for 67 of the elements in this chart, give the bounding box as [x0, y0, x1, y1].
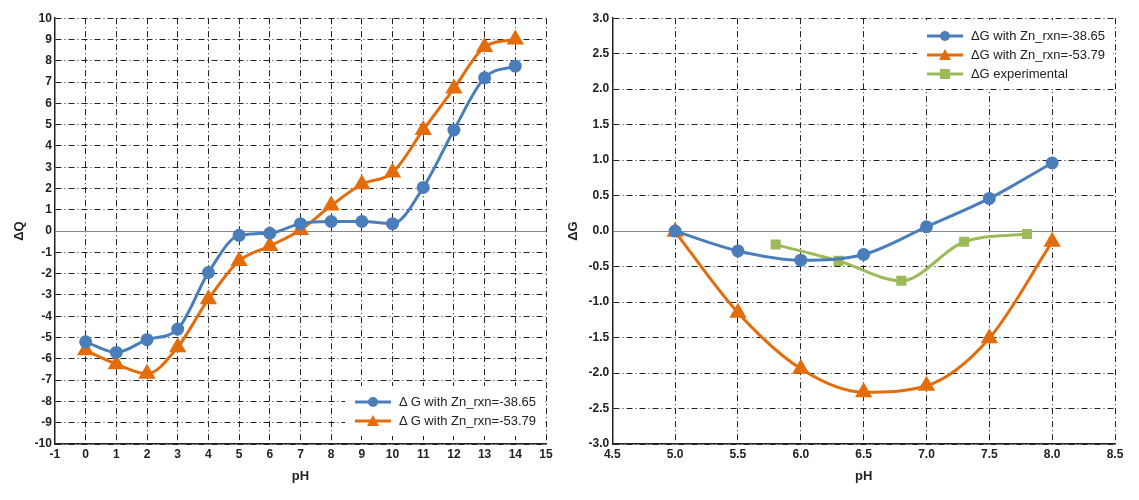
y-tick-label: -6 — [41, 351, 53, 366]
y-tick-label: 7 — [45, 74, 53, 89]
x-tick-label: 5.5 — [729, 446, 747, 461]
y-tick-label: -7 — [41, 372, 53, 387]
y-tick-label: -2.0 — [588, 365, 610, 380]
x-tick-label: 7.5 — [980, 446, 998, 461]
y-tick-label: 1.5 — [592, 116, 610, 131]
y-tick-label: 4 — [45, 138, 53, 153]
x-tick-label: 4.5 — [603, 446, 621, 461]
y-tick-label: 10 — [38, 10, 53, 25]
y-tick-label: -1.5 — [588, 329, 610, 344]
y-tick-label: -4 — [41, 308, 53, 323]
y-tick-label: -9 — [41, 415, 53, 430]
legend-label: Δ G with Zn_rxn=-38.65 — [399, 394, 536, 409]
x-tick-label: 6 — [266, 446, 274, 461]
y-tick-label: 0.5 — [592, 187, 610, 202]
x-tick-label: 12 — [447, 446, 461, 461]
x-tick-label: 1 — [112, 446, 120, 461]
y-tick-label: -3 — [41, 287, 53, 302]
x-tick-label: 4 — [205, 446, 213, 461]
legend-label: ΔG with Zn_rxn=-38.65 — [970, 28, 1105, 44]
y-tick-label: 6 — [45, 95, 53, 110]
y-tick-label: -2 — [41, 265, 53, 280]
y-tick-label: 2 — [45, 180, 53, 195]
legend-label: ΔG experimental — [970, 66, 1068, 82]
x-tick-label: 9 — [358, 446, 366, 461]
y-tick-label: -0.5 — [588, 258, 610, 273]
x-tick-label: 11 — [416, 446, 430, 461]
x-tick-label: 14 — [508, 446, 523, 461]
y-tick-label: 5 — [45, 116, 53, 131]
x-tick-label: 15 — [539, 446, 553, 461]
x-tick-label: 8 — [327, 446, 335, 461]
x-tick-label: 6.5 — [855, 446, 873, 461]
x-tick-label: 8.5 — [1106, 446, 1124, 461]
legend-label: Δ G with Zn_rxn=-53.79 — [399, 413, 536, 428]
x-axis-title: pH — [854, 467, 873, 483]
x-tick-label: 8.0 — [1043, 446, 1061, 461]
y-axis-title: ΔQ — [11, 221, 27, 241]
y-axis-title: ΔG — [565, 221, 581, 241]
y-tick-label: -8 — [41, 393, 53, 408]
y-tick-label: 8 — [45, 53, 53, 68]
y-tick-label: 3.0 — [592, 10, 610, 25]
x-axis-title: pH — [291, 467, 310, 483]
y-tick-label: 0.0 — [592, 223, 610, 238]
x-tick-label: 0 — [82, 446, 90, 461]
x-tick-label: 5.0 — [666, 446, 684, 461]
legend-label: ΔG with Zn_rxn=-53.79 — [970, 47, 1105, 63]
x-tick-label: 13 — [477, 446, 492, 461]
x-tick-label: 2 — [143, 446, 151, 461]
y-tick-label: 1.0 — [592, 152, 610, 167]
y-tick-label: -10 — [34, 436, 53, 451]
x-tick-label: 3 — [174, 446, 182, 461]
y-tick-label: -1 — [41, 244, 53, 259]
x-tick-label: 5 — [235, 446, 243, 461]
y-tick-label: -2.5 — [588, 400, 610, 415]
y-tick-label: -1.0 — [588, 294, 610, 309]
y-tick-label: 2.5 — [592, 46, 610, 60]
y-tick-label: 1 — [45, 202, 53, 217]
x-tick-label: 10 — [385, 446, 400, 461]
y-tick-label: 2.0 — [592, 81, 610, 96]
x-tick-label: 7 — [297, 446, 305, 461]
x-tick-label: 6.0 — [792, 446, 810, 461]
x-tick-label: 7.0 — [918, 446, 936, 461]
y-tick-label: 9 — [45, 31, 53, 46]
y-tick-label: 3 — [45, 159, 53, 174]
y-tick-label: -5 — [41, 329, 53, 344]
y-tick-label: 0 — [45, 223, 53, 238]
